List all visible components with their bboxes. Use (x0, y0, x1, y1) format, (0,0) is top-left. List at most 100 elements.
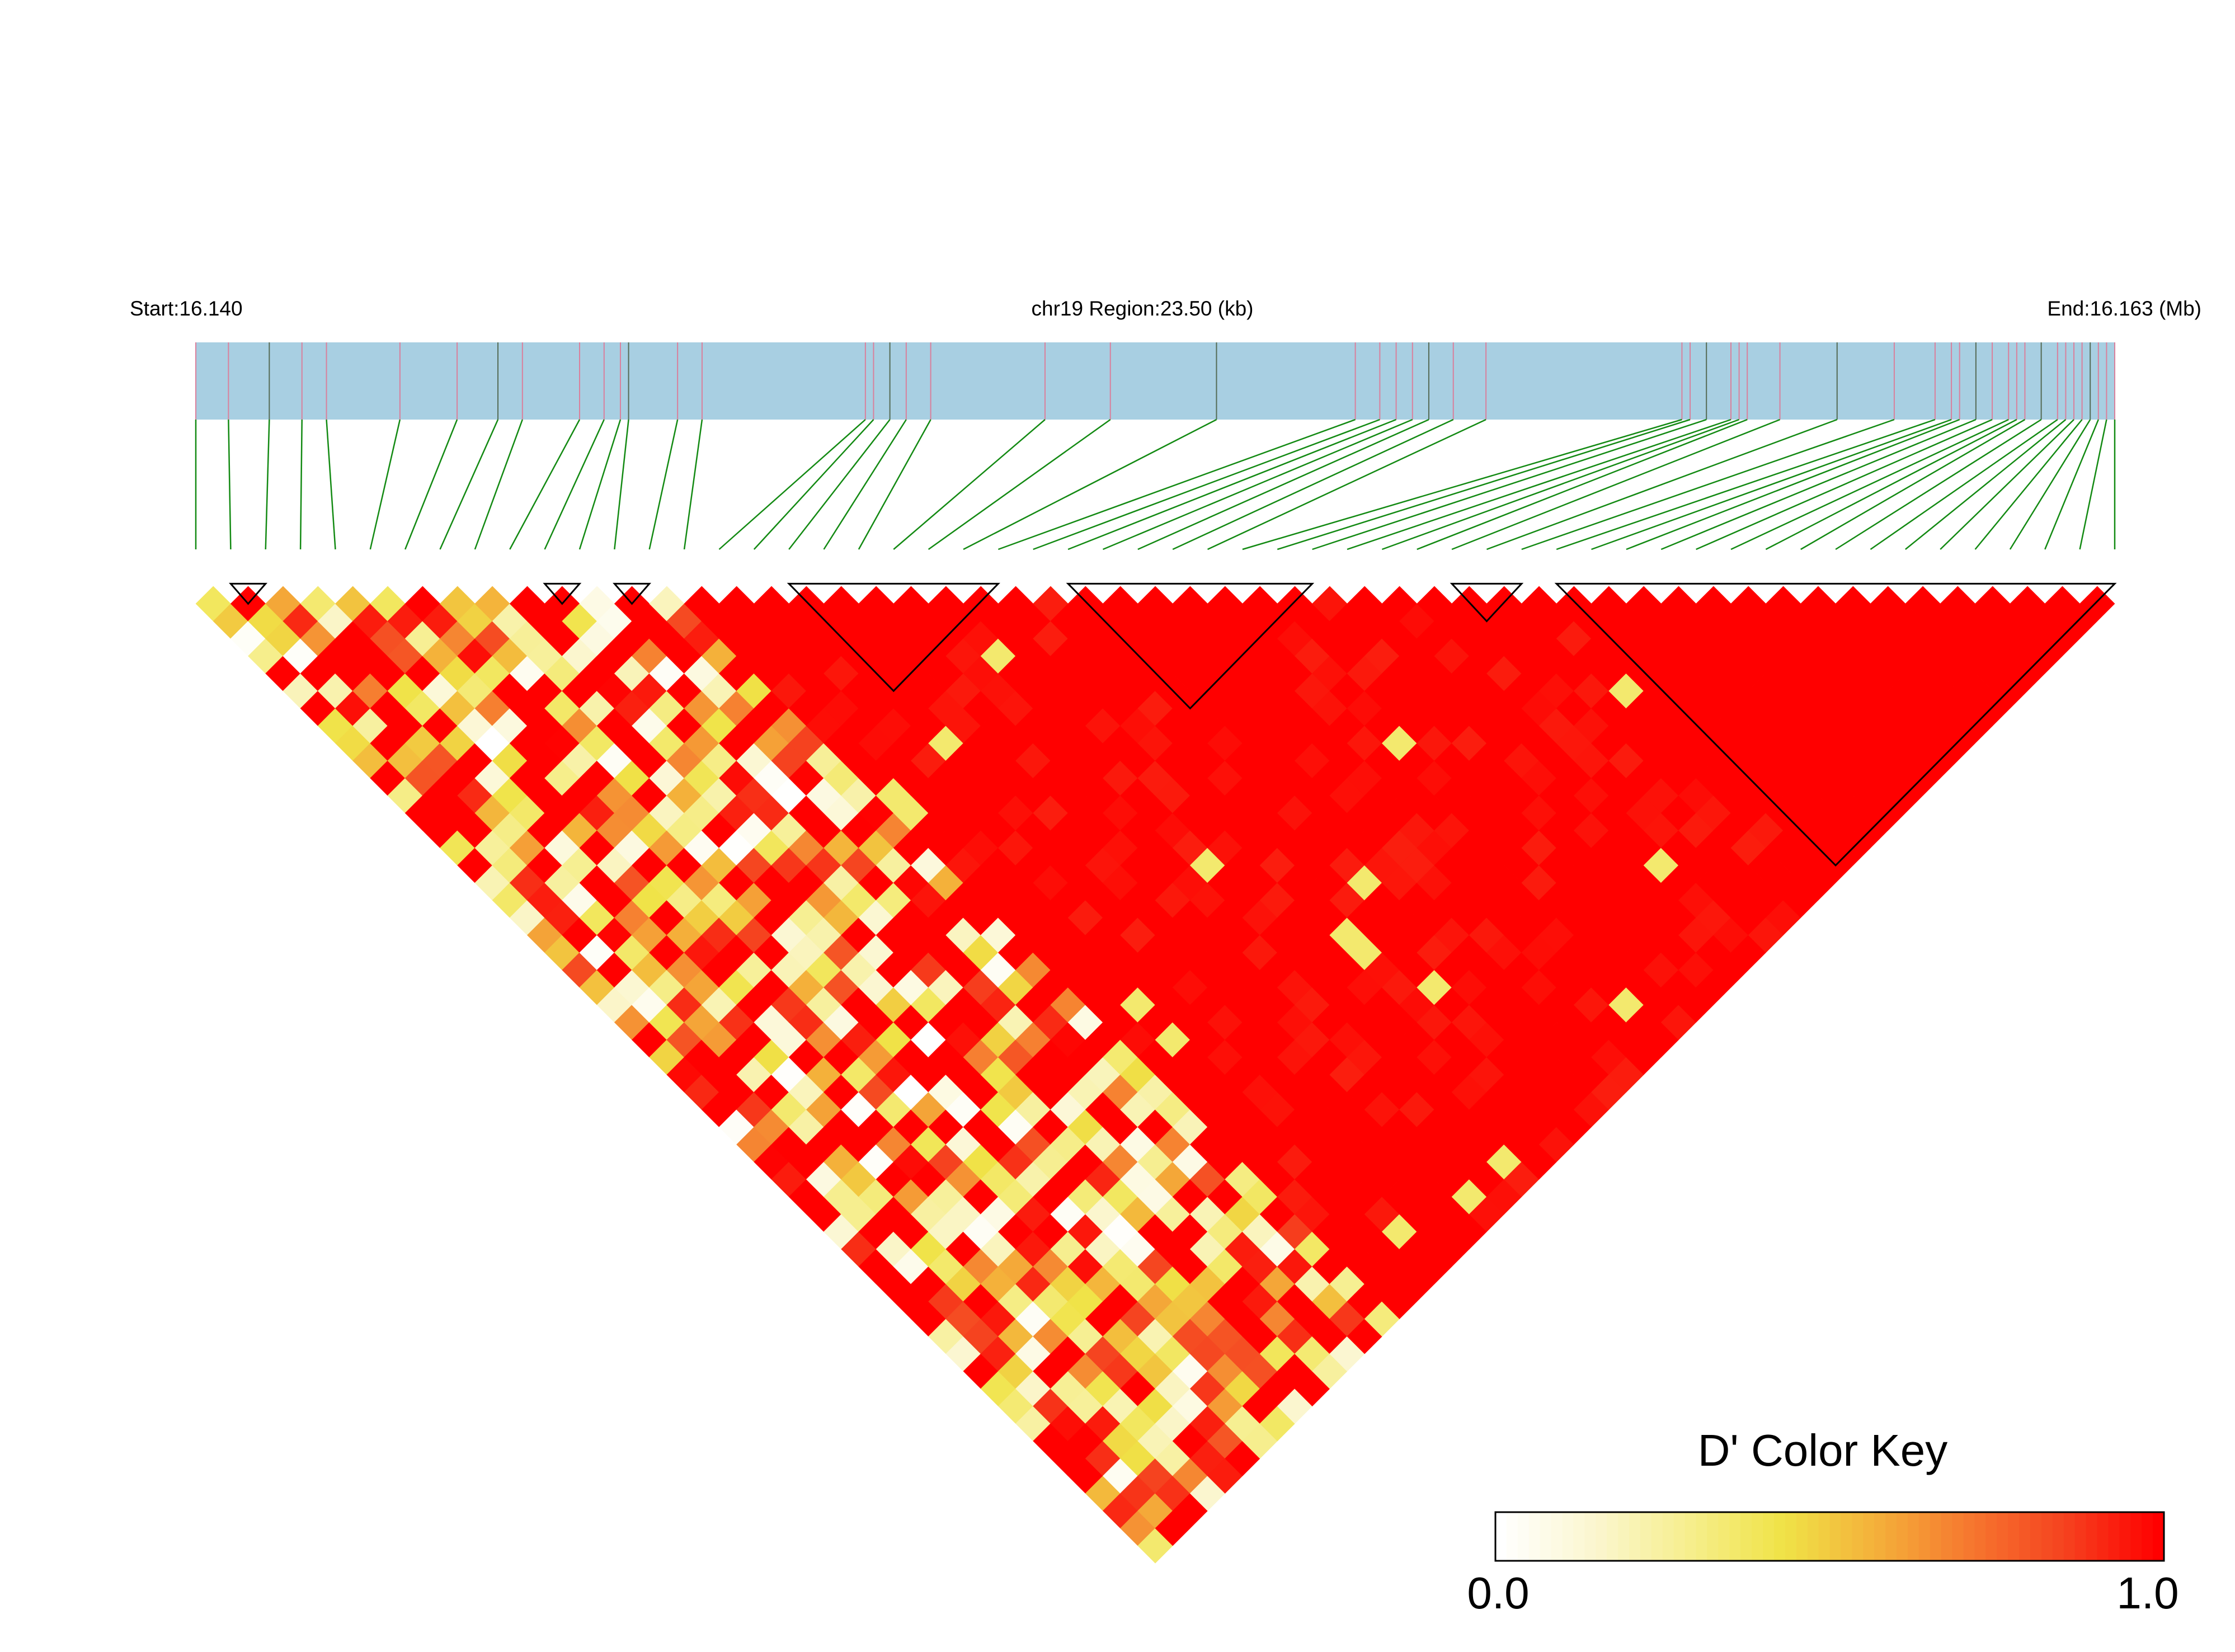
snp-connector-line (265, 419, 270, 550)
snp-connector-line (718, 419, 866, 550)
color-key-swatch (1707, 1512, 1719, 1561)
color-key-swatch (1528, 1512, 1541, 1561)
color-key-swatch (1963, 1512, 1975, 1561)
snp-connector-line (1033, 418, 1380, 550)
color-key-swatch (1863, 1512, 1875, 1561)
snp-connector-line (1696, 418, 1993, 550)
color-key-gradient (1495, 1512, 2165, 1561)
snp-connector-line (299, 419, 303, 550)
color-key-swatch (2108, 1512, 2120, 1561)
snp-connector-line (788, 419, 891, 550)
snp-connector-line (1486, 418, 1838, 550)
color-key-swatch (1495, 1512, 1507, 1561)
snp-connector-line (474, 419, 524, 550)
snp-connector-line (1347, 418, 1731, 550)
snp-connector-line (1800, 418, 2026, 550)
snp-connector-line (1765, 418, 2017, 550)
snp-connector-line (928, 418, 1111, 550)
color-key-swatch (1773, 1512, 1786, 1561)
snp-connector-line (2044, 419, 2099, 550)
color-key-swatch (1662, 1512, 1674, 1561)
color-key-min-label: 0.0 (1467, 1568, 1529, 1618)
snp-connector-line (648, 419, 679, 550)
color-key: D' Color Key 0.0 1.0 (1467, 1425, 2178, 1618)
snp-connector-line (439, 419, 499, 550)
color-key-swatch (1685, 1512, 1697, 1561)
snp-connector-line (2009, 419, 2091, 550)
ld-cell (2079, 586, 2115, 622)
color-key-swatch (2052, 1512, 2064, 1561)
color-key-swatch (2074, 1512, 2087, 1561)
color-key-swatch (2041, 1512, 2053, 1561)
color-key-swatch (1640, 1512, 1652, 1561)
haplotype-block-outline (1554, 582, 2117, 867)
color-key-swatch (1673, 1512, 1686, 1561)
snp-connector-line (1381, 418, 1740, 550)
snp-connector-line (228, 419, 232, 550)
color-key-swatch (1618, 1512, 1630, 1561)
snp-connector-line (893, 419, 1046, 550)
haplotype-block-outlines (229, 582, 2117, 867)
color-key-swatch (1897, 1512, 1908, 1561)
color-key-swatch (2142, 1512, 2153, 1561)
snp-connector-line (1660, 418, 1977, 550)
end-label: End:16.163 (Mb) (2047, 297, 2201, 320)
color-key-swatch (1596, 1512, 1607, 1561)
snp-connector-line (1730, 418, 2009, 550)
snp-connector-line (1242, 418, 1682, 550)
snp-connector-lines (195, 418, 2116, 550)
snp-connector-line (1905, 419, 2067, 550)
snp-connector-line (1102, 418, 1413, 550)
snp-connector-line (1591, 418, 1952, 550)
snp-connector-line (509, 419, 581, 550)
snp-connector-line (753, 419, 874, 550)
color-key-swatch (2030, 1512, 2042, 1561)
snp-connector-line (1137, 418, 1429, 550)
color-key-swatch (1997, 1512, 2008, 1561)
color-key-swatch (1885, 1512, 1897, 1561)
snp-connector-line (1521, 418, 1895, 550)
color-key-swatch (2008, 1512, 2020, 1561)
color-key-swatch (1930, 1512, 1942, 1561)
color-key-swatch (2153, 1512, 2165, 1561)
snp-connector-line (1940, 419, 2074, 550)
snp-connector-line (823, 419, 907, 550)
color-key-swatch (1573, 1512, 1585, 1561)
color-key-swatch (1506, 1512, 1518, 1561)
color-key-swatch (1729, 1512, 1741, 1561)
haplotype-block-outline (229, 582, 268, 605)
color-key-swatch (2086, 1512, 2098, 1561)
color-key-swatch (1718, 1512, 1730, 1561)
color-key-swatch (1551, 1512, 1563, 1561)
snp-connector-line (683, 419, 703, 550)
snp-connector-line (1312, 418, 1707, 550)
color-key-swatch (1763, 1512, 1775, 1561)
snp-connector-line (614, 419, 629, 550)
color-key-swatch (2063, 1512, 2076, 1561)
snp-connector-line (1207, 418, 1486, 550)
color-key-swatch (1540, 1512, 1552, 1561)
ld-cells (195, 586, 2115, 1564)
haplotype-block-outline (787, 582, 1000, 693)
snp-connector-line (1974, 419, 2083, 550)
color-key-swatch (1796, 1512, 1808, 1561)
color-key-swatch (1562, 1512, 1574, 1561)
color-key-swatch (1740, 1512, 1752, 1561)
color-key-swatch (1607, 1512, 1618, 1561)
color-key-swatch (1941, 1512, 1953, 1561)
snp-connector-line (326, 419, 336, 550)
snp-connector-line (1626, 418, 1960, 550)
snp-marker-lines (195, 342, 2115, 420)
snp-connector-line (404, 419, 458, 550)
chromosome-region-track (196, 342, 2115, 420)
color-key-swatch (1517, 1512, 1530, 1561)
snp-connector-line (1556, 418, 1936, 550)
color-key-swatch (1752, 1512, 1763, 1561)
snp-connector-line (858, 419, 931, 550)
color-key-swatch (2019, 1512, 2031, 1561)
color-key-swatch (1584, 1512, 1597, 1561)
color-key-swatch (1829, 1512, 1842, 1561)
snp-connector-line (1417, 418, 1748, 550)
color-key-swatch (1696, 1512, 1708, 1561)
